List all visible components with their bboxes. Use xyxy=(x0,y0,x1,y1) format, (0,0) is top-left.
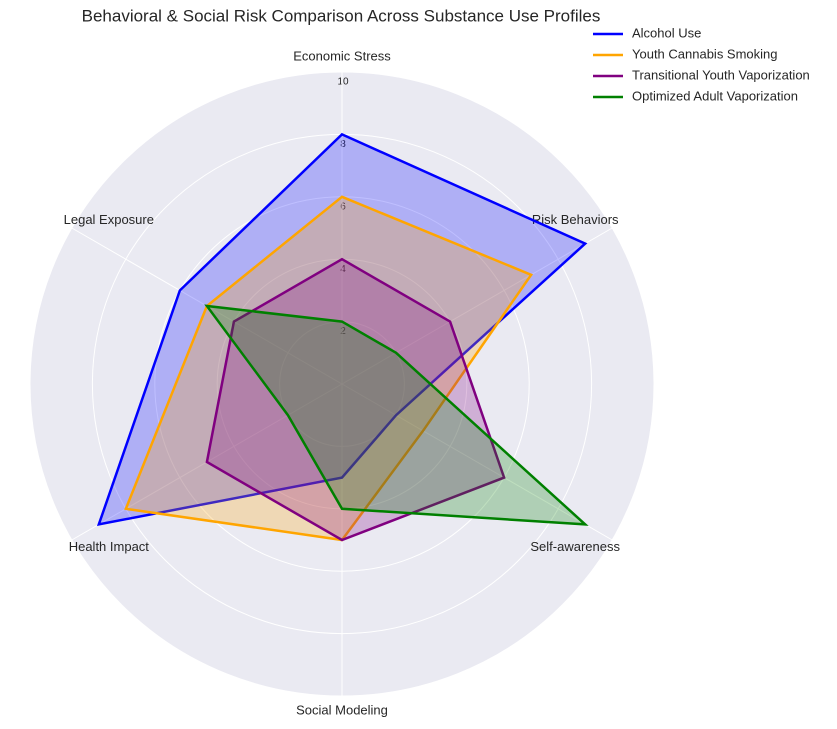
r-tick-label: 2 xyxy=(340,326,346,337)
series-line xyxy=(204,304,589,526)
r-tick-label: 6 xyxy=(340,201,346,212)
r-tick-label: 8 xyxy=(340,139,346,150)
r-tick-label: 4 xyxy=(340,264,346,275)
legend-label: Transitional Youth Vaporization xyxy=(632,67,810,82)
axis-label: Economic Stress xyxy=(293,48,391,63)
series-line xyxy=(96,132,588,527)
legend-label: Alcohol Use xyxy=(632,25,701,40)
legend: Alcohol Use Youth Cannabis Smoking Transit… xyxy=(593,25,810,103)
axis-label: Health Impact xyxy=(69,539,150,554)
axis-label: Social Modeling xyxy=(296,702,388,717)
axis-label: Legal Exposure xyxy=(64,212,154,227)
spoke xyxy=(341,227,613,385)
axis-label: Risk Behaviors xyxy=(532,212,619,227)
series-area xyxy=(125,196,532,541)
series-area xyxy=(206,306,586,525)
legend-label: Youth Cannabis Smoking xyxy=(632,46,778,61)
spoke xyxy=(341,383,613,541)
chart-title: Behavioral & Social Risk Comparison Acro… xyxy=(82,6,601,25)
series-area xyxy=(206,259,505,540)
series-line xyxy=(205,257,506,542)
legend-label: Optimized Adult Vaporization xyxy=(632,88,798,103)
r-tick-label: 10 xyxy=(337,77,349,88)
axis-label: Self-awareness xyxy=(530,539,620,554)
series-area xyxy=(98,134,586,525)
